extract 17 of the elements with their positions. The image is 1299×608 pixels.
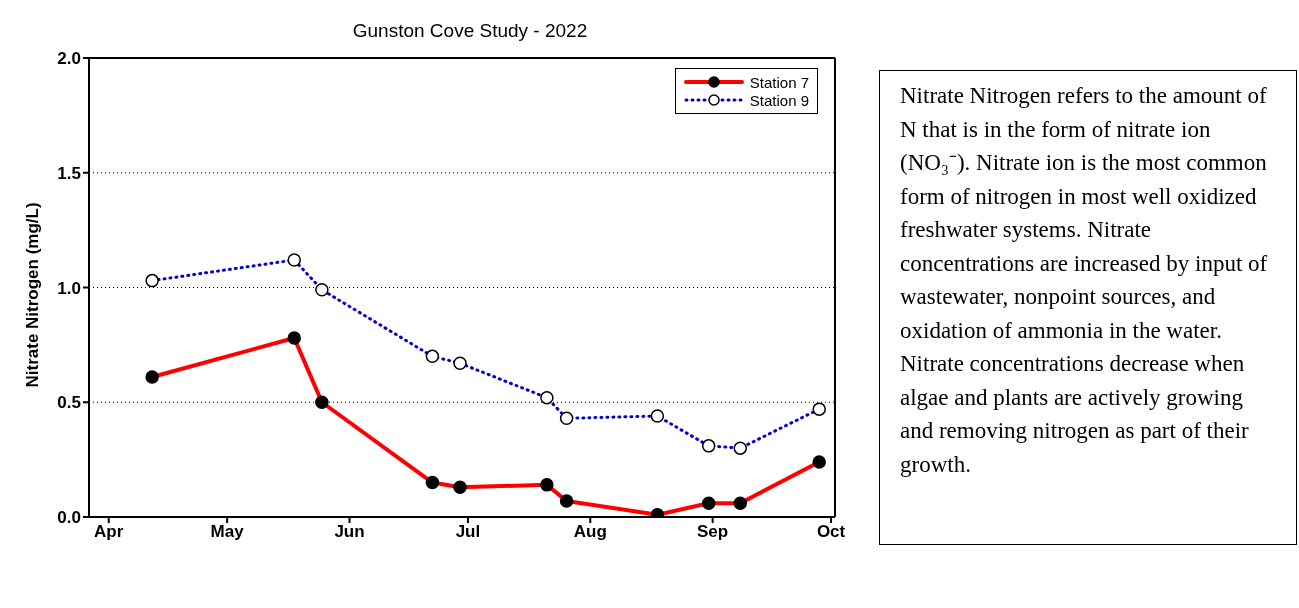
- text: Nitrate Nitrogen refers to the amount of N that is in the form of nitrate ion (NO₃⁻). Nitrate ion is the most common form of nitrogen in most well oxidized freshwater systems. Nitrate concentrations are increased by input of wastewater, nonpoint sources, and oxidation of ammonia in the water. Nitrate concentrations decrease when algae and plants are actively growing and removing nitrogen as part of their growth.: [900, 83, 1268, 477]
- legend-label: Station 7: [749, 73, 809, 91]
- y-tick-label: 1.5: [57, 163, 81, 183]
- chart-title: Gunston Cove Study - 2022: [351, 20, 589, 42]
- y-tick-label: 2.0: [57, 49, 81, 69]
- legend-label: Station 9: [749, 91, 809, 109]
- x-tick-label: Oct: [816, 522, 846, 542]
- x-tick-label: Aug: [573, 522, 607, 542]
- y-tick-label: 1.0: [57, 278, 81, 298]
- x-tick-label: Jul: [455, 522, 481, 542]
- y-tick-label: 0.5: [57, 393, 81, 413]
- y-tick-label: 0.0: [57, 508, 81, 528]
- y-axis-title: Nitrate Nitrogen (mg/L): [23, 202, 43, 388]
- x-tick-label: Sep: [697, 522, 729, 542]
- x-tick-label: Apr: [94, 522, 124, 542]
- x-tick-label: May: [210, 522, 245, 542]
- x-tick-label: Jun: [334, 522, 365, 542]
